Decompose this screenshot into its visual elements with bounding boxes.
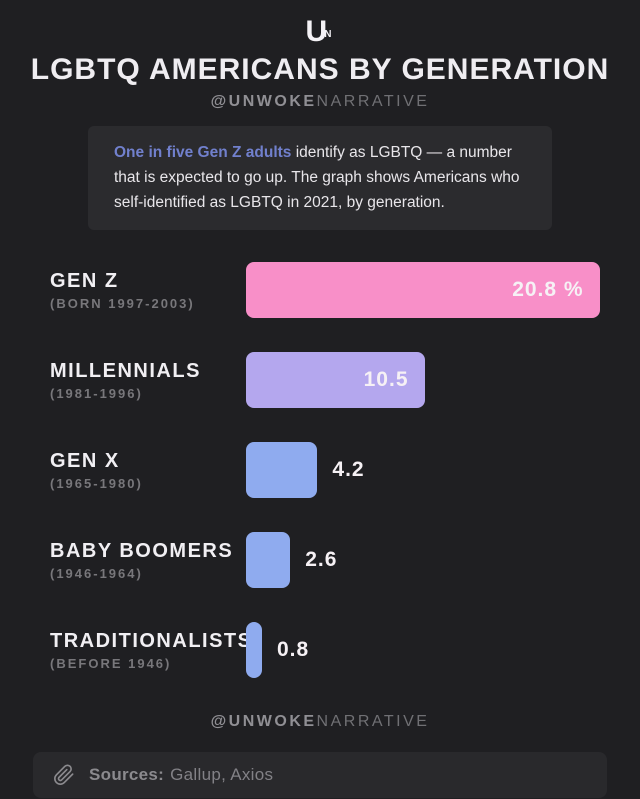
bar-area: 4.2 4.2 <box>246 442 365 498</box>
paperclip-icon <box>54 764 74 785</box>
category-label: BABY BOOMERS <box>50 539 234 562</box>
author-handle-top: @UNWOKENARRATIVE <box>0 93 640 111</box>
row-label-gen-z: GEN Z (BORN 1997-2003) <box>50 270 246 311</box>
bar-area: 0.8 0.8 <box>246 622 309 678</box>
value-label: 2.6 <box>305 548 338 571</box>
chart-row-millennials: MILLENNIALS (1981-1996) 10.5 10.5 <box>50 335 640 425</box>
chart-row-baby-boomers: BABY BOOMERS (1946-1964) 2.6 2.6 <box>50 515 640 605</box>
category-sublabel: (BEFORE 1946) <box>50 655 172 671</box>
handle-light-part: NARRATIVE <box>316 713 430 730</box>
sources-bar: Sources: Gallup, Axios <box>33 752 607 798</box>
value-label: 20.8 % <box>512 278 584 301</box>
handle-bold-part: @UNWOKE <box>210 93 317 110</box>
value-label: 0.8 <box>277 638 310 661</box>
category-label: GEN Z <box>50 269 119 292</box>
bar-chart: GEN Z (BORN 1997-2003) 20.8 % 20.8 % MIL… <box>0 245 640 695</box>
brand-logo: UN <box>0 13 640 51</box>
logo-letter-n: N <box>324 29 332 40</box>
handle-bold-part: @UNWOKE <box>210 713 317 730</box>
page-title: LGBTQ AMERICANS BY GENERATION <box>30 53 610 86</box>
value-label: 10.5 <box>363 368 409 391</box>
category-label: MILLENNIALS <box>50 359 201 382</box>
chart-row-gen-z: GEN Z (BORN 1997-2003) 20.8 % 20.8 % <box>50 245 640 335</box>
row-label-millennials: MILLENNIALS (1981-1996) <box>50 360 246 401</box>
row-label-traditionalists: TRADITIONALISTS (BEFORE 1946) <box>50 629 253 671</box>
author-handle-bottom: @UNWOKENARRATIVE <box>0 713 640 731</box>
chart-row-gen-x: GEN X (1965-1980) 4.2 4.2 <box>50 425 640 515</box>
category-label: TRADITIONALISTS <box>50 629 253 652</box>
category-label: GEN X <box>50 449 120 472</box>
handle-light-part: NARRATIVE <box>316 93 430 110</box>
sources-value: Gallup, Axios <box>170 765 274 784</box>
bar-area: 10.5 10.5 <box>246 352 425 408</box>
category-sublabel: (1946-1964) <box>50 565 143 581</box>
bar-millennials: 10.5 <box>246 352 425 408</box>
bar-traditionalists: 0.8 <box>246 622 262 678</box>
bar-area: 20.8 % 20.8 % <box>246 262 600 318</box>
category-sublabel: (1981-1996) <box>50 385 143 401</box>
bar-gen-z: 20.8 % <box>246 262 600 318</box>
sources-label: Sources: <box>89 765 165 784</box>
bar-gen-x: 4.2 <box>246 442 318 498</box>
infographic-page: { "page": { "background": "#1f1f22" }, "… <box>0 13 640 799</box>
callout-text: identify as LGBTQ — a number that is exp… <box>114 144 520 211</box>
value-label: 4.2 <box>332 458 365 481</box>
sources-text: Sources: Gallup, Axios <box>89 765 273 785</box>
category-sublabel: (1965-1980) <box>50 475 143 491</box>
bar-baby-boomers: 2.6 <box>246 532 291 588</box>
row-label-baby-boomers: BABY BOOMERS (1946-1964) <box>50 540 246 581</box>
bar-area: 2.6 2.6 <box>246 532 337 588</box>
logo-letter-u: U <box>305 15 328 48</box>
callout-box: One in five Gen Z adults identify as LGB… <box>88 126 552 230</box>
row-label-gen-x: GEN X (1965-1980) <box>50 450 246 491</box>
callout-highlight: One in five Gen Z adults <box>114 144 292 161</box>
chart-row-traditionalists: TRADITIONALISTS (BEFORE 1946) 0.8 0.8 <box>50 605 640 695</box>
category-sublabel: (BORN 1997-2003) <box>50 295 195 311</box>
